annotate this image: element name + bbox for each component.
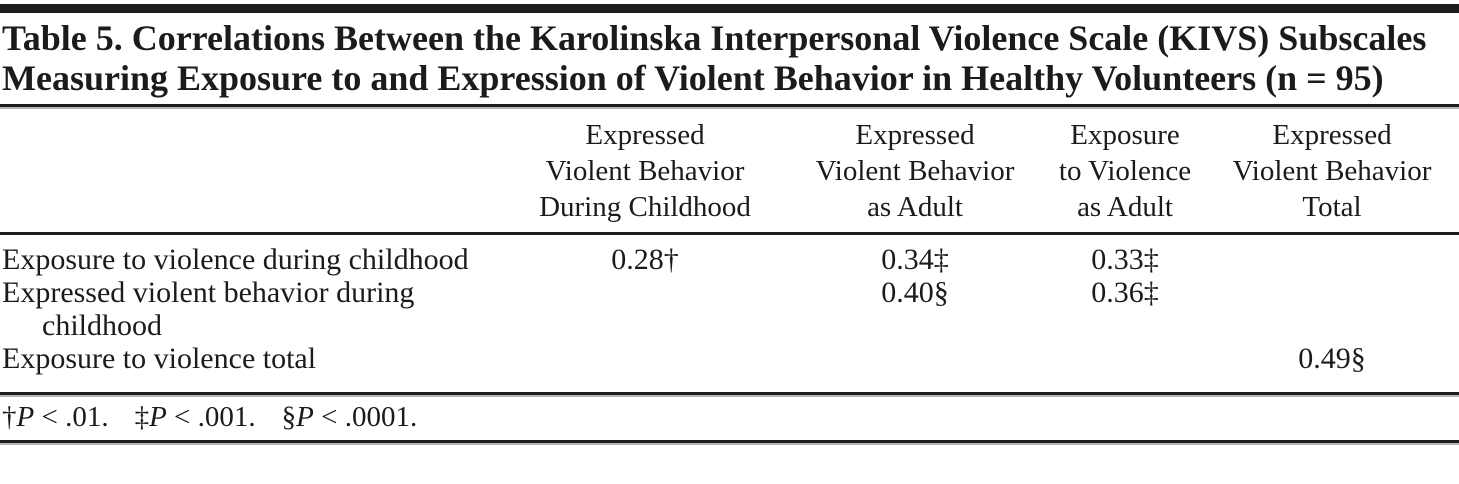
footnote-symbol: § bbox=[281, 401, 297, 433]
table-row: Exposure to violence total 0.49§ bbox=[0, 342, 1459, 392]
cell-value bbox=[1205, 234, 1459, 277]
footnote-threshold: < .0001. bbox=[313, 401, 418, 433]
bottom-rule bbox=[0, 440, 1459, 443]
table-row: Expressed violent behavior during childh… bbox=[0, 276, 1459, 342]
cell-value: 0.36‡ bbox=[1091, 276, 1159, 309]
row-label: Exposure to violence total bbox=[2, 342, 317, 375]
footnote-threshold: < .01. bbox=[34, 401, 109, 433]
cell-value bbox=[505, 276, 785, 342]
footnote-p-italic: P bbox=[149, 401, 167, 433]
cell-value: 0.49§ bbox=[1298, 342, 1366, 375]
column-header-exposure-adult: Exposure to Violence as Adult bbox=[1045, 109, 1205, 235]
cell-value: 0.28† bbox=[611, 243, 679, 276]
column-header-expressed-childhood: Expressed Violent Behavior During Childh… bbox=[505, 109, 785, 235]
cell-value bbox=[1205, 276, 1459, 342]
table-title: Table 5. Correlations Between the Karoli… bbox=[2, 18, 1427, 98]
footnote-dagger: †P < .01. bbox=[2, 401, 109, 433]
header-empty-cell bbox=[0, 109, 505, 235]
cell-value: 0.33‡ bbox=[1091, 243, 1159, 276]
footnote-p-italic: P bbox=[16, 401, 35, 433]
footnote-symbol: † bbox=[2, 401, 17, 433]
footnote-section: §P < .0001. bbox=[282, 401, 418, 433]
footnote-p-italic: P bbox=[296, 401, 314, 433]
column-header-expressed-total: Expressed Violent Behavior Total bbox=[1205, 109, 1459, 235]
cell-value bbox=[785, 342, 1045, 392]
header-row: Expressed Violent Behavior During Childh… bbox=[0, 109, 1459, 235]
row-label: Exposure to violence during childhood bbox=[2, 243, 469, 276]
cell-value: 0.34‡ bbox=[881, 243, 949, 276]
footnote: †P < .01. ‡P < .001. §P < .0001. bbox=[0, 395, 1459, 440]
column-header-expressed-adult: Expressed Violent Behavior as Adult bbox=[785, 109, 1045, 235]
top-black-bar bbox=[0, 4, 1459, 13]
cell-value bbox=[1045, 342, 1205, 392]
row-label: Expressed violent behavior during childh… bbox=[2, 276, 415, 342]
footnote-double-dagger: ‡P < .001. bbox=[135, 401, 256, 433]
table-row: Exposure to violence during childhood 0.… bbox=[0, 234, 1459, 277]
rule-above-footnote bbox=[0, 392, 1459, 395]
cell-value bbox=[505, 342, 785, 392]
correlations-table: Expressed Violent Behavior During Childh… bbox=[0, 109, 1459, 392]
footnote-symbol: ‡ bbox=[134, 401, 150, 433]
rule-under-title bbox=[0, 104, 1459, 107]
cell-value: 0.40§ bbox=[881, 276, 949, 309]
footnote-threshold: < .001. bbox=[166, 401, 256, 433]
